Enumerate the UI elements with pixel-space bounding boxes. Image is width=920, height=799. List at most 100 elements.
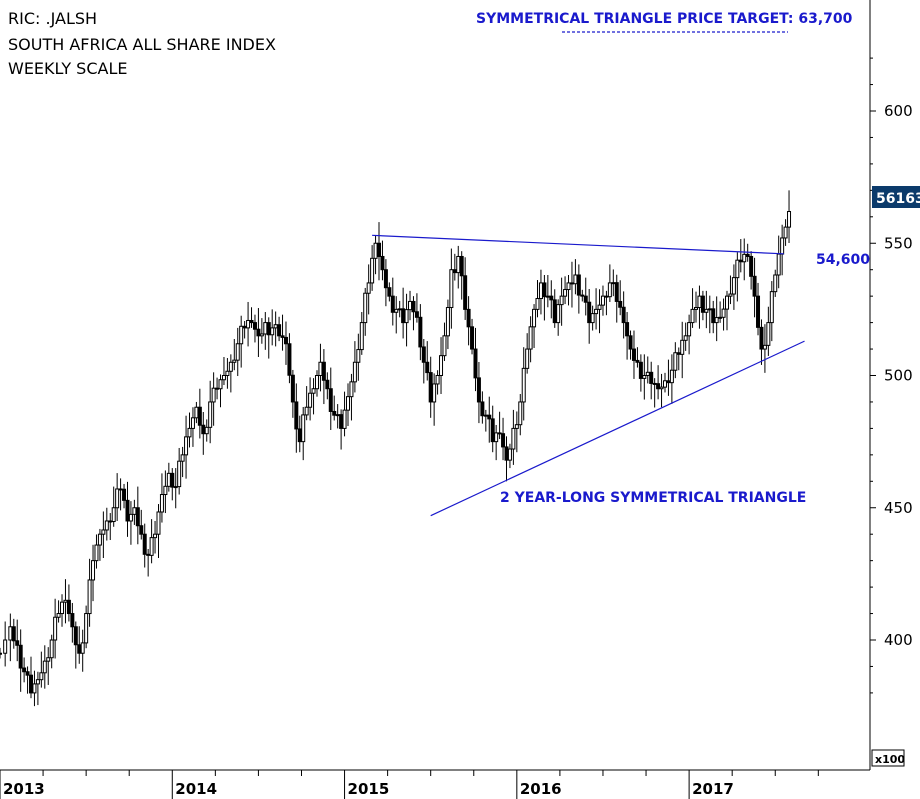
candle — [563, 276, 568, 305]
candle-body — [228, 361, 233, 372]
candle — [580, 289, 585, 302]
candle-body — [621, 306, 626, 324]
candle — [29, 656, 34, 699]
x-tick-label: 2015 — [348, 780, 390, 798]
candle — [773, 269, 778, 297]
candle-body — [518, 401, 523, 426]
candle-body — [339, 414, 344, 429]
candle-body — [297, 428, 302, 443]
candle-body — [545, 295, 550, 298]
candle-body — [108, 520, 113, 523]
candle-body — [332, 410, 337, 416]
candle — [335, 404, 340, 429]
candle — [108, 513, 113, 541]
candle — [466, 296, 471, 346]
candle-body — [659, 386, 664, 390]
candle — [638, 354, 643, 392]
candle — [621, 291, 626, 339]
candle-body — [569, 282, 574, 285]
candle — [266, 317, 271, 359]
candle — [11, 618, 16, 649]
candle — [311, 378, 316, 415]
candle-body — [676, 352, 681, 355]
candle — [204, 419, 209, 442]
candle-body — [252, 322, 257, 330]
candle — [128, 501, 133, 545]
candle-body — [514, 424, 519, 429]
candle-body — [487, 414, 492, 420]
candle — [704, 290, 709, 329]
candle — [680, 321, 685, 379]
candle — [239, 315, 244, 368]
candle — [418, 304, 423, 361]
candle-body — [600, 295, 605, 306]
candle-body — [349, 381, 354, 398]
candle — [259, 318, 264, 344]
candle — [742, 238, 747, 281]
candle-body — [204, 426, 209, 435]
candle — [552, 289, 557, 328]
candle — [428, 356, 433, 418]
candle — [208, 380, 213, 444]
candle — [683, 322, 688, 351]
candle — [8, 613, 13, 662]
candle-body — [118, 488, 123, 491]
candle — [115, 473, 120, 521]
candle-body — [414, 311, 419, 318]
candle — [125, 481, 130, 537]
candle — [87, 558, 92, 627]
candle-body — [404, 309, 409, 324]
candle-body — [618, 300, 623, 308]
candle-body — [776, 253, 781, 276]
candle-body — [77, 644, 82, 654]
candle-body — [377, 242, 382, 257]
candle — [246, 301, 251, 347]
candle-body — [352, 361, 357, 383]
candle — [373, 235, 378, 275]
candle-body — [22, 667, 27, 673]
candle — [142, 523, 147, 568]
candle — [711, 300, 716, 334]
trendline-support — [430, 340, 805, 517]
candle-body — [373, 242, 378, 259]
candle — [287, 333, 292, 384]
candle-body — [528, 326, 533, 350]
candle-body — [142, 533, 147, 555]
candle-body — [163, 485, 168, 496]
candle — [652, 378, 657, 408]
candle — [53, 598, 58, 659]
candle-body — [0, 652, 2, 655]
candle — [201, 412, 206, 455]
y-tick-label: 450 — [884, 499, 913, 517]
candle — [18, 629, 23, 692]
candle-body — [649, 371, 654, 384]
candle — [84, 605, 89, 649]
candle — [339, 409, 344, 450]
candle — [676, 347, 681, 371]
candle — [394, 296, 399, 334]
candle — [235, 327, 240, 377]
trendline-resistance — [372, 234, 784, 255]
candle-body — [53, 616, 58, 641]
candle-body — [325, 379, 330, 390]
y-tick-label: 500 — [884, 367, 913, 385]
candle — [390, 277, 395, 326]
candle — [66, 584, 71, 622]
candle — [718, 301, 723, 323]
candle — [697, 285, 702, 329]
candle — [187, 412, 192, 448]
candle-body — [218, 379, 223, 390]
candle — [731, 264, 736, 310]
candle-body — [538, 282, 543, 300]
candle-body — [463, 275, 468, 310]
candle — [290, 369, 295, 418]
candle-body — [607, 282, 612, 298]
candle-body — [197, 406, 202, 426]
candle — [463, 257, 468, 320]
candle — [480, 391, 485, 424]
candle — [270, 309, 275, 346]
candle-body — [304, 406, 309, 416]
candle — [380, 240, 385, 281]
candle — [449, 248, 454, 329]
candle — [242, 321, 247, 339]
